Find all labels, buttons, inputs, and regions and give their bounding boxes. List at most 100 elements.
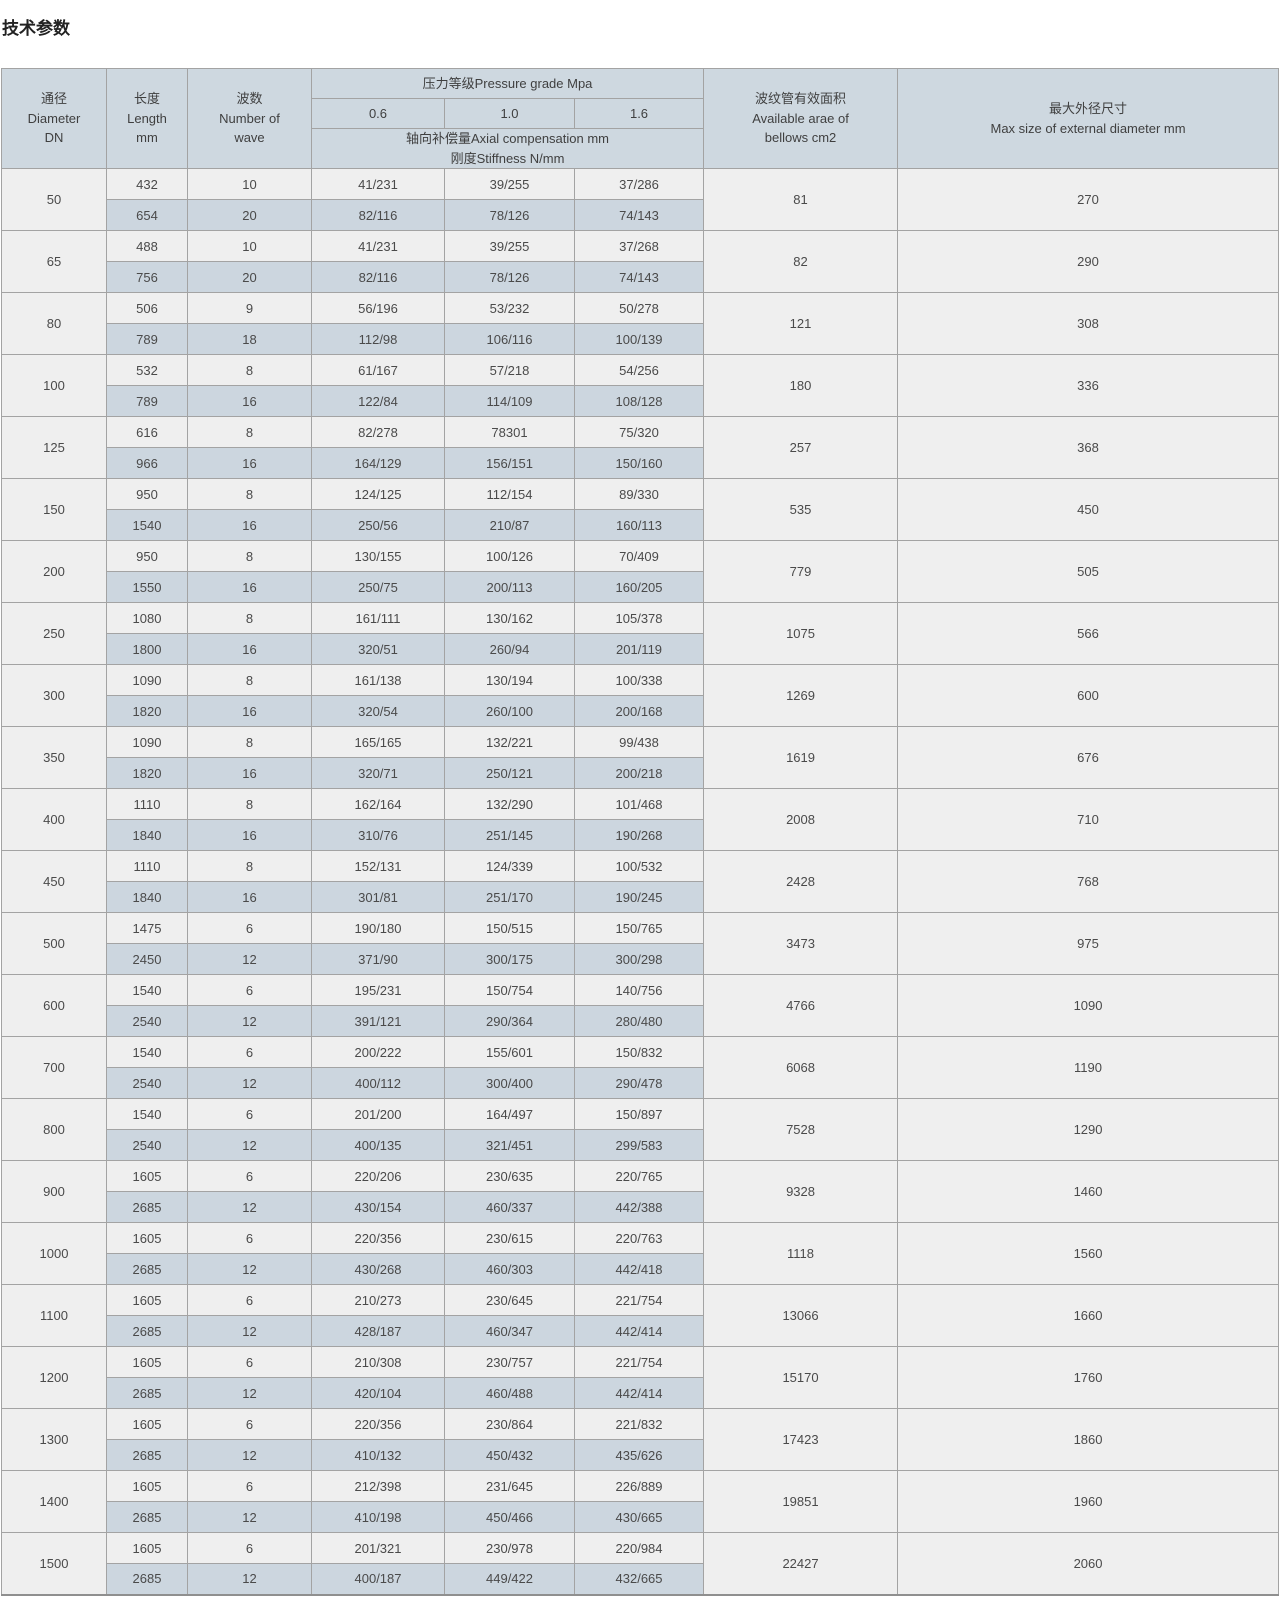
cell-length: 654 (106, 199, 188, 231)
cell-length: 1840 (106, 819, 188, 851)
cell-compensation-stiffness: 230/757 (444, 1346, 575, 1378)
cell-length: 2450 (106, 943, 188, 975)
cell-compensation-stiffness: 130/155 (311, 540, 445, 572)
cell-waves: 8 (187, 788, 312, 820)
cell-length: 1540 (106, 509, 188, 541)
cell-length: 789 (106, 323, 188, 355)
cell-waves: 10 (187, 168, 312, 200)
cell-compensation-stiffness: 230/615 (444, 1222, 575, 1254)
cell-length: 1605 (106, 1408, 188, 1440)
cell-compensation-stiffness: 200/113 (444, 571, 575, 603)
cell-length: 2685 (106, 1377, 188, 1409)
table-row: 2685 12 420/104 460/488 442/414 (2, 1377, 1279, 1409)
cell-waves: 8 (187, 602, 312, 634)
table-row: 1000 1605 6 220/356 230/615 220/763 1118 1560 (1, 1222, 1280, 1285)
cell-compensation-stiffness: 299/583 (573, 1129, 705, 1161)
cell-compensation-stiffness: 112/154 (444, 478, 575, 510)
cell-compensation-stiffness: 210/87 (444, 509, 575, 541)
cell-length: 2540 (106, 1129, 188, 1161)
cell-waves: 12 (187, 1315, 312, 1347)
cell-dn: 800 (1, 1098, 107, 1161)
cell-waves: 10 (187, 230, 312, 262)
cell-compensation-stiffness: 82/278 (311, 416, 445, 448)
cell-compensation-stiffness: 150/515 (444, 912, 575, 944)
cell-length: 1605 (106, 1470, 188, 1502)
cell-compensation-stiffness: 161/111 (311, 602, 445, 634)
cell-dn: 300 (1, 664, 107, 727)
cell-compensation-stiffness: 310/76 (311, 819, 445, 851)
cell-bellows-area: 7528 (703, 1098, 899, 1161)
cell-waves: 8 (187, 850, 312, 882)
cell-compensation-stiffness: 54/256 (573, 354, 705, 386)
cell-length: 1540 (106, 974, 188, 1006)
cell-length: 966 (106, 447, 188, 479)
cell-max-diameter: 1660 (897, 1284, 1280, 1347)
cell-waves: 12 (187, 1005, 312, 1037)
cell-compensation-stiffness: 430/268 (311, 1253, 445, 1285)
cell-compensation-stiffness: 53/232 (444, 292, 575, 324)
cell-length: 2685 (106, 1439, 188, 1471)
cell-dn: 700 (1, 1036, 107, 1099)
cell-compensation-stiffness: 460/337 (444, 1191, 575, 1223)
cell-bellows-area: 82 (703, 230, 899, 293)
cell-waves: 16 (187, 633, 312, 665)
cell-waves: 20 (187, 261, 312, 293)
table-row: 200 950 8 130/155 100/126 70/409 779 505 (1, 540, 1280, 603)
table-row: 1400 1605 6 212/398 231/645 226/889 19851 1960 (1, 1470, 1280, 1533)
cell-compensation-stiffness: 410/198 (311, 1501, 445, 1533)
cell-compensation-stiffness: 226/889 (573, 1470, 705, 1502)
cell-compensation-stiffness: 150/832 (573, 1036, 705, 1068)
cell-compensation-stiffness: 220/765 (573, 1160, 705, 1192)
table-row: 350 1090 8 165/165 132/221 99/438 1619 676 (1, 726, 1280, 789)
cell-bellows-area: 15170 (703, 1346, 899, 1409)
cell-compensation-stiffness: 50/278 (573, 292, 705, 324)
cell-compensation-stiffness: 450/432 (444, 1439, 575, 1471)
cell-dn: 100 (1, 354, 107, 417)
cell-max-diameter: 1460 (897, 1160, 1280, 1223)
table-row: 125 616 8 82/278 78301 75/320 257 368 (1, 416, 1280, 479)
cell-compensation-stiffness: 300/400 (444, 1067, 575, 1099)
cell-length: 1540 (106, 1036, 188, 1068)
cell-compensation-stiffness: 190/245 (573, 881, 705, 913)
cell-compensation-stiffness: 442/414 (573, 1377, 705, 1409)
header-row-axial: 轴向补偿量Axial compensation mm 刚度Stiffness N… (2, 128, 1279, 169)
cell-max-diameter: 676 (897, 726, 1280, 789)
cell-max-diameter: 975 (897, 912, 1280, 975)
cell-bellows-area: 779 (703, 540, 899, 603)
cell-waves: 16 (187, 881, 312, 913)
cell-compensation-stiffness: 190/268 (573, 819, 705, 851)
cell-max-diameter: 290 (897, 230, 1280, 293)
cell-length: 2540 (106, 1005, 188, 1037)
cell-dn: 80 (1, 292, 107, 355)
cell-bellows-area: 22427 (703, 1532, 899, 1595)
cell-waves: 12 (187, 1253, 312, 1285)
cell-length: 1800 (106, 633, 188, 665)
col-header-max-diameter: 最大外径尺寸 Max size of external diameter mm (897, 68, 1280, 169)
cell-length: 1110 (106, 788, 188, 820)
cell-compensation-stiffness: 155/601 (444, 1036, 575, 1068)
table-row: 2685 12 430/154 460/337 442/388 (2, 1191, 1279, 1223)
cell-compensation-stiffness: 74/143 (573, 261, 705, 293)
cell-waves: 6 (187, 974, 312, 1006)
cell-compensation-stiffness: 132/221 (444, 726, 575, 758)
cell-compensation-stiffness: 210/273 (311, 1284, 445, 1316)
cell-compensation-stiffness: 220/206 (311, 1160, 445, 1192)
cell-dn: 1100 (1, 1284, 107, 1347)
table-row: 450 1110 8 152/131 124/339 100/532 2428 768 (1, 850, 1280, 913)
cell-compensation-stiffness: 150/754 (444, 974, 575, 1006)
cell-compensation-stiffness: 37/268 (573, 230, 705, 262)
cell-compensation-stiffness: 140/756 (573, 974, 705, 1006)
col-header-waves: 波数 Number of wave (187, 68, 312, 169)
cell-bellows-area: 4766 (703, 974, 899, 1037)
cell-compensation-stiffness: 251/170 (444, 881, 575, 913)
cell-compensation-stiffness: 220/356 (311, 1222, 445, 1254)
cell-bellows-area: 81 (703, 168, 899, 231)
cell-waves: 6 (187, 1532, 312, 1564)
table-body: 50 432 10 41/231 39/255 37/286 81 270 654 20 82/11… (1, 168, 1280, 1595)
cell-waves: 8 (187, 478, 312, 510)
cell-compensation-stiffness: 152/131 (311, 850, 445, 882)
table-row: 50 432 10 41/231 39/255 37/286 81 270 (1, 168, 1280, 231)
table-header: 通径 Diameter DN 长度 Length mm 波数 Number of… (1, 68, 1280, 169)
cell-compensation-stiffness: 231/645 (444, 1470, 575, 1502)
cell-compensation-stiffness: 280/480 (573, 1005, 705, 1037)
